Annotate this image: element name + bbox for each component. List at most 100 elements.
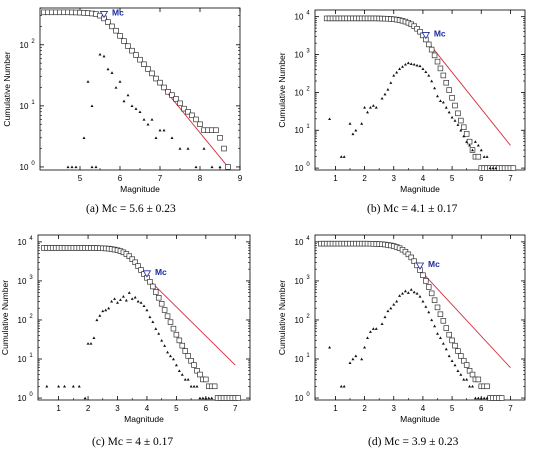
y-tick-exponent: 3 xyxy=(306,49,310,55)
non-cumulative-point xyxy=(453,363,457,367)
cumulative-point xyxy=(165,89,171,95)
non-cumulative-point xyxy=(374,327,378,330)
cumulative-point xyxy=(452,102,458,109)
x-axis-label: Magnitude xyxy=(400,414,440,424)
cumulative-point xyxy=(203,376,209,383)
non-cumulative-point xyxy=(177,369,181,372)
mc-marker-c xyxy=(142,270,152,278)
non-cumulative-point xyxy=(83,396,87,400)
cumulative-point xyxy=(405,251,412,258)
y-tick-exponent: 0 xyxy=(31,161,35,167)
cumulative-point xyxy=(189,112,195,119)
y-tick-label: 10 xyxy=(20,163,29,172)
mc-label-a: Mc xyxy=(112,7,124,17)
non-cumulative-point xyxy=(339,384,343,388)
non-cumulative-point xyxy=(415,291,419,295)
non-cumulative-point xyxy=(192,384,196,388)
x-tick-label: 6 xyxy=(479,404,484,413)
mc-marker-d xyxy=(415,262,425,270)
cumulative-point xyxy=(105,19,111,25)
x-tick-label: 2 xyxy=(86,404,91,413)
non-cumulative-point xyxy=(488,166,492,170)
cumulative-point xyxy=(426,284,432,290)
non-cumulative-point xyxy=(342,384,346,388)
non-cumulative-point xyxy=(328,117,332,121)
non-cumulative-point xyxy=(92,336,96,339)
cumulative-point xyxy=(440,72,447,79)
non-cumulative-point xyxy=(436,94,439,98)
caption-b-text: Mc = 4.1 ± 0.17 xyxy=(383,203,458,215)
non-cumulative-point xyxy=(430,79,434,83)
non-cumulative-point xyxy=(77,384,81,388)
non-cumulative-point xyxy=(114,86,118,89)
x-tick-label: 5 xyxy=(78,174,83,183)
cumulative-point xyxy=(446,331,452,338)
cumulative-point xyxy=(466,138,473,145)
cumulative-point xyxy=(211,383,218,390)
cumulative-point xyxy=(434,58,441,65)
non-cumulative-point xyxy=(406,61,410,65)
non-cumulative-point xyxy=(202,147,206,150)
cumulative-point xyxy=(455,348,461,354)
cumulative-point xyxy=(173,96,179,102)
cumulative-point xyxy=(475,376,482,383)
y-tick-label: 10 xyxy=(295,126,304,135)
non-cumulative-point xyxy=(389,306,393,310)
non-cumulative-point xyxy=(430,318,434,322)
y-tick-label: 10 xyxy=(18,238,27,247)
caption-a-text: Mc = 5.6 ± 0.23 xyxy=(101,203,176,215)
non-cumulative-point xyxy=(476,143,480,147)
cumulative-point xyxy=(466,368,473,374)
non-cumulative-point xyxy=(148,315,152,319)
non-cumulative-point xyxy=(398,67,402,70)
non-cumulative-point xyxy=(380,96,384,100)
non-cumulative-point xyxy=(90,165,94,169)
x-tick-label: 6 xyxy=(204,404,209,413)
non-cumulative-point xyxy=(392,303,396,306)
fit-line-b xyxy=(425,39,511,146)
cumulative-point xyxy=(167,319,174,325)
non-cumulative-point xyxy=(447,354,451,358)
non-cumulative-point xyxy=(218,165,222,169)
cumulative-point xyxy=(173,331,180,338)
plot-frame-d xyxy=(314,234,526,401)
y-axis-label: Cumulative Number xyxy=(2,51,12,126)
non-cumulative-point xyxy=(427,310,431,314)
x-tick-label: 7 xyxy=(158,174,163,183)
cumulative-point xyxy=(484,383,490,390)
x-tick-label: 3 xyxy=(392,174,397,183)
non-cumulative-point xyxy=(57,384,61,388)
non-cumulative-point xyxy=(441,100,445,104)
mc-marker-b xyxy=(421,32,431,40)
cumulative-point xyxy=(446,87,452,93)
non-cumulative-point xyxy=(403,289,407,293)
non-cumulative-point xyxy=(66,165,70,169)
non-cumulative-point xyxy=(438,99,442,102)
x-tick-label: 2 xyxy=(362,404,367,413)
non-cumulative-point xyxy=(450,359,454,362)
non-cumulative-point xyxy=(360,122,364,125)
cumulative-point xyxy=(177,100,183,107)
y-tick-label: 10 xyxy=(295,88,304,97)
non-cumulative-point xyxy=(157,332,161,335)
cumulative-point xyxy=(153,289,159,295)
cumulative-point xyxy=(176,337,183,344)
x-tick-label: 9 xyxy=(238,174,243,183)
cumulative-point xyxy=(147,279,153,285)
y-tick-exponent: 3 xyxy=(306,275,310,281)
non-cumulative-point xyxy=(453,119,457,122)
non-cumulative-point xyxy=(456,123,460,126)
cumulative-point xyxy=(129,256,135,262)
cumulative-point xyxy=(141,61,147,67)
y-tick-label: 10 xyxy=(295,355,304,364)
non-cumulative-point xyxy=(204,396,208,400)
non-cumulative-point xyxy=(89,342,93,345)
non-cumulative-point xyxy=(368,330,372,333)
non-cumulative-point xyxy=(401,291,404,295)
x-tick-label: 5 xyxy=(450,174,455,183)
chart-c: 10 010 110 210 310 41 2 3 4 5 6 7MagnitudeCumulativ… xyxy=(0,234,251,424)
y-tick-exponent: 4 xyxy=(306,236,310,242)
non-cumulative-point xyxy=(456,369,460,372)
non-cumulative-point xyxy=(485,155,489,158)
